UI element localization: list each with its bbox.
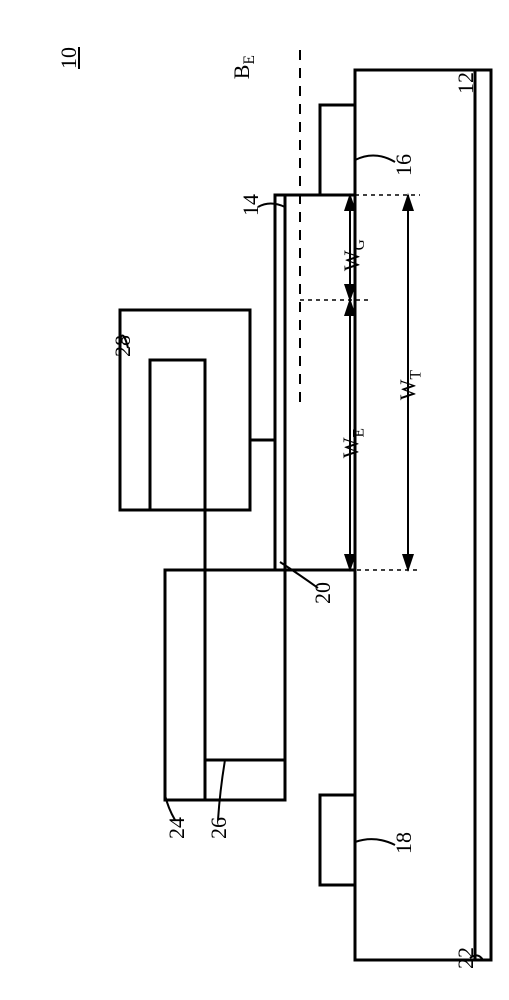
label-20: 20 [310,582,336,604]
label-wt: WT [395,370,425,400]
label-16: 16 [391,154,417,176]
region-16 [320,105,355,195]
substrate-12 [355,70,475,960]
label-24: 24 [164,817,190,839]
label-wg: WG [339,239,369,271]
block-28-inner [150,360,205,510]
leader-18 [355,839,395,845]
label-18: 18 [391,832,417,854]
label-12: 12 [453,72,479,94]
label-10: 10 [56,47,82,69]
label-we: WE [338,428,368,458]
leader-26 [218,760,225,820]
label-28: 28 [110,335,136,357]
label-be: BE [229,55,259,79]
block-28 [120,310,250,510]
label-22: 22 [453,947,479,969]
leader-16 [355,155,395,162]
label-26: 26 [206,817,232,839]
region-18 [320,795,355,885]
back-contact-22 [475,70,491,960]
label-14: 14 [238,194,264,216]
device-cross-section-diagram [0,0,509,1000]
